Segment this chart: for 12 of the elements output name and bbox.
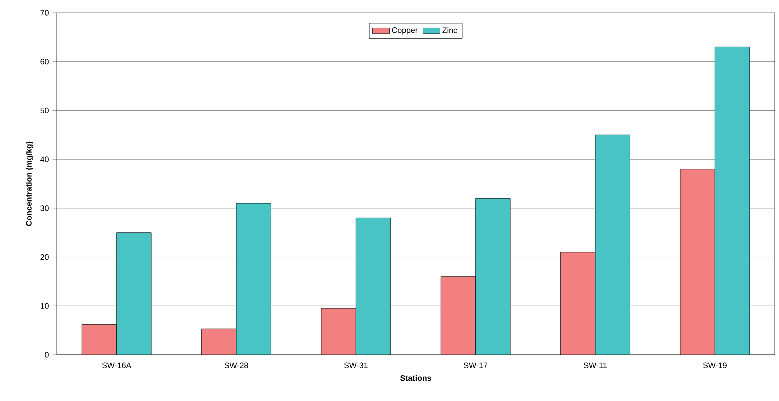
bar	[476, 198, 511, 355]
bar	[202, 329, 237, 355]
bar	[441, 276, 476, 355]
bar	[680, 169, 716, 355]
bar	[356, 218, 391, 355]
bar	[116, 232, 152, 355]
bar	[321, 308, 356, 355]
bar	[560, 252, 596, 355]
bar	[82, 324, 117, 355]
bar	[596, 135, 630, 355]
bar	[714, 46, 750, 355]
bar	[236, 204, 272, 355]
